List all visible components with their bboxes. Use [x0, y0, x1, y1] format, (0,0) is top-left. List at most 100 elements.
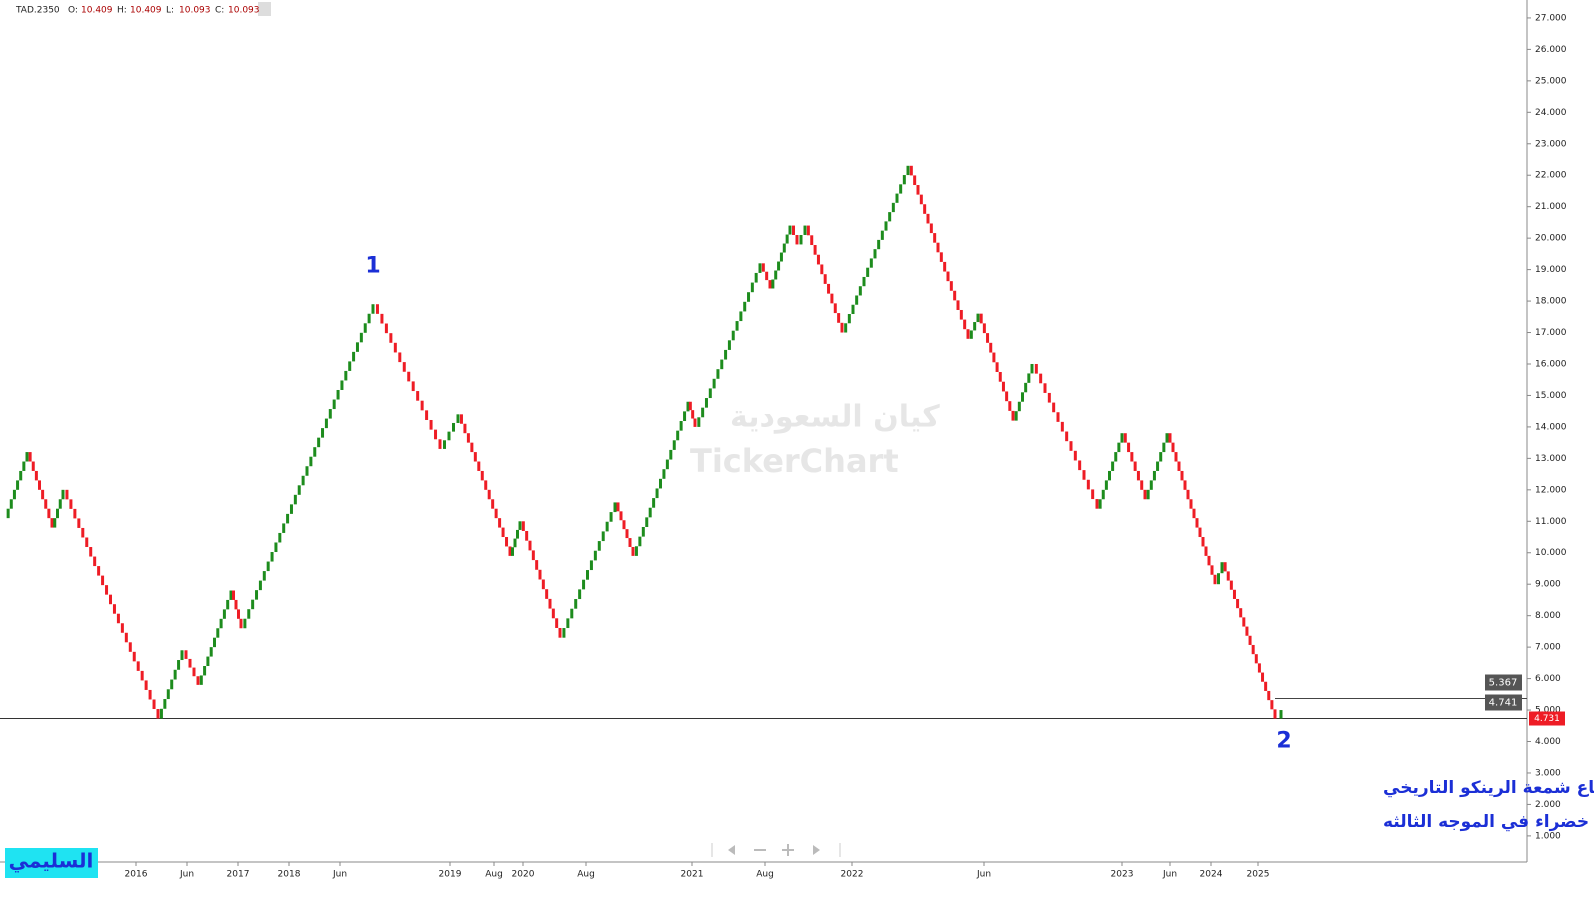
- y-tick-label: 20.000: [1535, 234, 1567, 244]
- renko-brick: [101, 575, 105, 586]
- renko-brick: [393, 342, 397, 353]
- renko-brick: [447, 431, 451, 441]
- renko-brick: [609, 512, 613, 522]
- renko-brick: [622, 520, 626, 530]
- renko-brick: [634, 546, 638, 556]
- y-tick-label: 7.000: [1535, 643, 1561, 653]
- renko-brick: [1143, 489, 1147, 500]
- renko-brick: [813, 245, 817, 255]
- renko-brick: [1226, 571, 1230, 581]
- renko-brick: [959, 309, 963, 320]
- renko-brick: [93, 556, 97, 567]
- renko-brick: [1180, 470, 1184, 481]
- renko-brick: [548, 598, 552, 609]
- x-tick-label: Jun: [179, 870, 194, 880]
- renko-brick: [851, 304, 855, 315]
- renko-brick: [916, 185, 920, 195]
- renko-brick: [199, 675, 203, 685]
- ohlc-label: O:: [68, 6, 78, 16]
- renko-brick: [491, 499, 495, 509]
- renko-brick: [1159, 452, 1163, 462]
- renko-brick: [750, 282, 754, 293]
- renko-brick: [443, 440, 446, 449]
- renko-brick: [1039, 373, 1043, 384]
- renko-brick: [97, 566, 101, 576]
- renko-brick: [909, 165, 913, 176]
- renko-brick: [159, 708, 163, 719]
- renko-brick: [473, 452, 477, 462]
- renko-brick: [754, 272, 758, 283]
- renko-brick: [963, 319, 967, 330]
- price-tag: [1485, 674, 1522, 691]
- renko-brick: [1242, 617, 1246, 627]
- y-tick-label: 2.000: [1535, 800, 1561, 810]
- renko-brick: [416, 391, 420, 401]
- axis-price-tag-label: 4.731: [1534, 714, 1560, 724]
- renko-brick: [966, 329, 970, 339]
- renko-brick: [625, 529, 629, 539]
- renko-brick: [973, 322, 977, 331]
- renko-brick: [727, 340, 731, 350]
- renko-brick: [1108, 470, 1111, 481]
- renko-brick: [551, 608, 555, 619]
- renko-brick: [501, 527, 505, 538]
- renko-brick: [480, 470, 484, 481]
- renko-brick: [1047, 392, 1051, 403]
- renko-brick: [1114, 452, 1118, 462]
- renko-brick: [1165, 433, 1169, 443]
- renko-brick: [631, 546, 635, 556]
- renko-brick: [1034, 363, 1038, 374]
- renko-brick: [466, 433, 470, 443]
- x-tick-label: Jun: [1162, 870, 1177, 880]
- y-tick-label: 24.000: [1535, 108, 1567, 118]
- renko-brick: [1152, 470, 1156, 481]
- y-tick-label: 14.000: [1535, 422, 1567, 432]
- renko-brick: [691, 410, 695, 419]
- renko-brick: [866, 267, 870, 277]
- renko-brick: [22, 461, 26, 471]
- renko-brick: [619, 511, 623, 521]
- renko-brick: [946, 271, 950, 282]
- wave-label: 2: [1276, 729, 1291, 754]
- ohlc-label: L:: [166, 6, 174, 16]
- renko-brick: [976, 313, 980, 323]
- y-tick-label: 21.000: [1535, 202, 1567, 212]
- renko-brick: [513, 538, 517, 548]
- renko-brick: [582, 579, 586, 590]
- renko-brick: [177, 660, 181, 670]
- renko-brick: [731, 330, 735, 341]
- renko-brick: [665, 459, 669, 470]
- renko-brick: [923, 204, 927, 214]
- renko-brick: [487, 489, 491, 500]
- zoom-in[interactable]: [782, 844, 794, 856]
- renko-brick: [810, 235, 814, 246]
- renko-brick: [531, 550, 535, 561]
- zoom-out[interactable]: [754, 849, 766, 851]
- renko-brick: [1133, 461, 1137, 471]
- renko-brick: [1069, 441, 1073, 451]
- renko-brick: [820, 264, 824, 275]
- renko-brick: [255, 590, 259, 600]
- renko-brick: [41, 489, 45, 500]
- renko-brick: [593, 550, 597, 561]
- renko-brick: [933, 233, 937, 243]
- renko-brick: [1052, 402, 1056, 413]
- renko-brick: [672, 440, 676, 450]
- renko-brick: [229, 590, 233, 600]
- renko-brick: [982, 323, 986, 334]
- renko-brick: [701, 407, 705, 418]
- renko-brick: [779, 252, 783, 262]
- scroll-left[interactable]: [728, 845, 735, 855]
- renko-brick: [1056, 412, 1060, 422]
- renko-brick: [47, 508, 51, 519]
- renko-brick: [270, 552, 274, 562]
- menu-button[interactable]: [258, 2, 271, 16]
- scroll-controls[interactable]: [711, 843, 841, 857]
- renko-brick: [743, 301, 747, 312]
- renko-brick: [484, 480, 488, 490]
- scroll-right[interactable]: [813, 845, 820, 855]
- renko-brick: [1183, 480, 1187, 490]
- y-tick-label: 17.000: [1535, 328, 1567, 338]
- watermark: كيان السعودية: [730, 400, 940, 435]
